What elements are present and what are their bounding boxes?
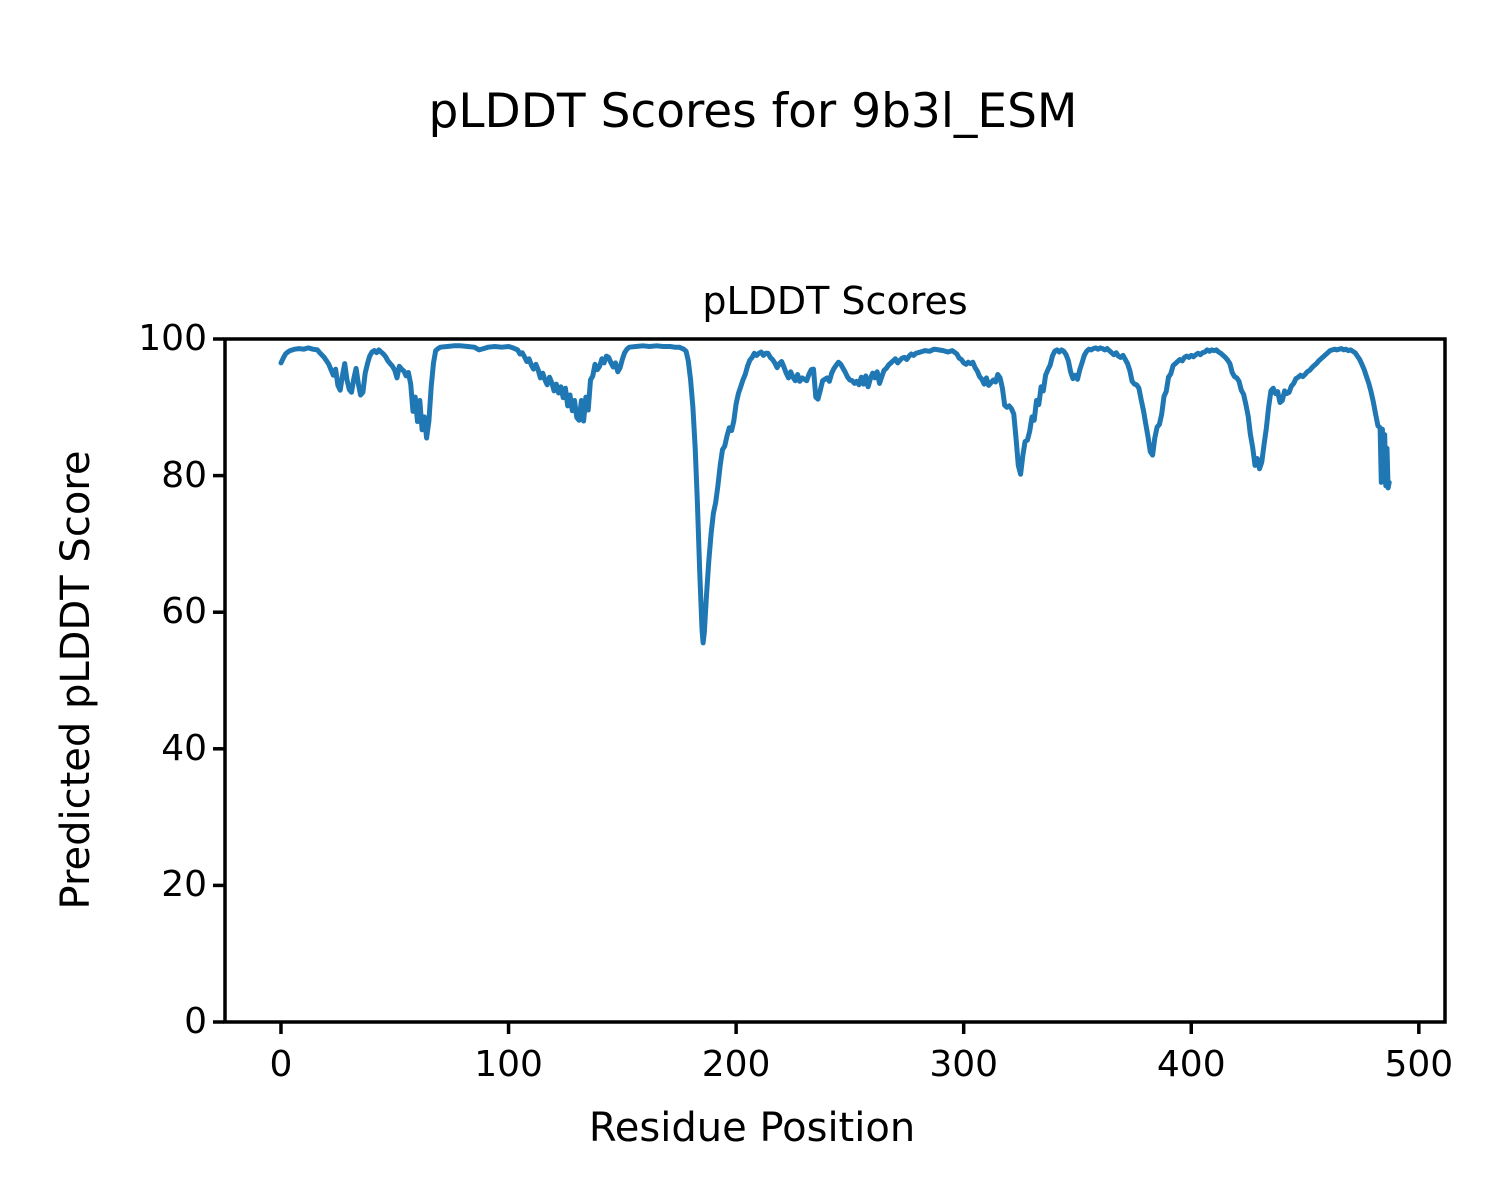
y-tick-label: 60 (161, 591, 207, 633)
x-axis-label: Residue Position (588, 1105, 916, 1151)
axes-title: pLDDT Scores (702, 279, 968, 323)
x-tick-label: 200 (701, 1044, 771, 1085)
x-tick-label: 500 (1384, 1044, 1454, 1085)
axes-spines (223, 337, 1447, 1024)
y-tick-label: 80 (161, 454, 207, 496)
x-tick-label: 300 (929, 1044, 999, 1085)
x-tick-label: 0 (269, 1044, 293, 1085)
plddt-line (278, 343, 1392, 646)
y-tick-label: 20 (161, 864, 207, 906)
figure-title: pLDDT Scores for 9b3l_ESM (428, 84, 1078, 139)
y-tick-label: 0 (184, 1001, 207, 1042)
x-tick-label: 100 (474, 1044, 543, 1085)
y-tick-label: 40 (161, 727, 207, 769)
y-tick-label: 100 (138, 318, 207, 359)
x-tick-label: 400 (1156, 1044, 1226, 1085)
